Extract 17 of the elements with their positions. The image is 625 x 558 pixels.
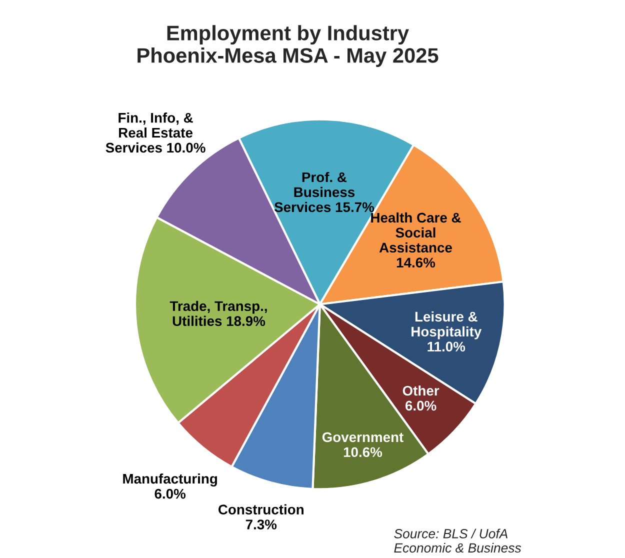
- slice-label: Leisure & Hospitality: [412, 311, 482, 340]
- slice-label: Health Care & Social Assistance: [371, 212, 461, 253]
- data-label: 10.6%: [344, 447, 382, 458]
- chart-title: Employment by Industry Phoenix-Mesa MSA - May 2025: [138, 25, 438, 67]
- source-note: Source: BLS / UofA Economic & Business: [394, 528, 522, 553]
- slice-label: Construction: [218, 504, 304, 514]
- data-label: 11.0%: [428, 342, 466, 352]
- data-label: 7.3%: [246, 520, 277, 530]
- data-label: 6.0%: [154, 488, 186, 499]
- data-label: 14.6%: [396, 258, 436, 268]
- slice-label: Manufacturing: [123, 473, 217, 487]
- slice-label: Government: [322, 432, 404, 442]
- data-label: 6.0%: [405, 400, 436, 411]
- slice-label: Fin., Info, & Real Estate Services 10.0%: [106, 112, 206, 153]
- slice-label: Prof. & Business Services 15.7%: [274, 172, 374, 212]
- slice-label: Trade, Transp., Utilities 18.9%: [170, 300, 267, 326]
- slice-label: Other: [402, 385, 440, 396]
